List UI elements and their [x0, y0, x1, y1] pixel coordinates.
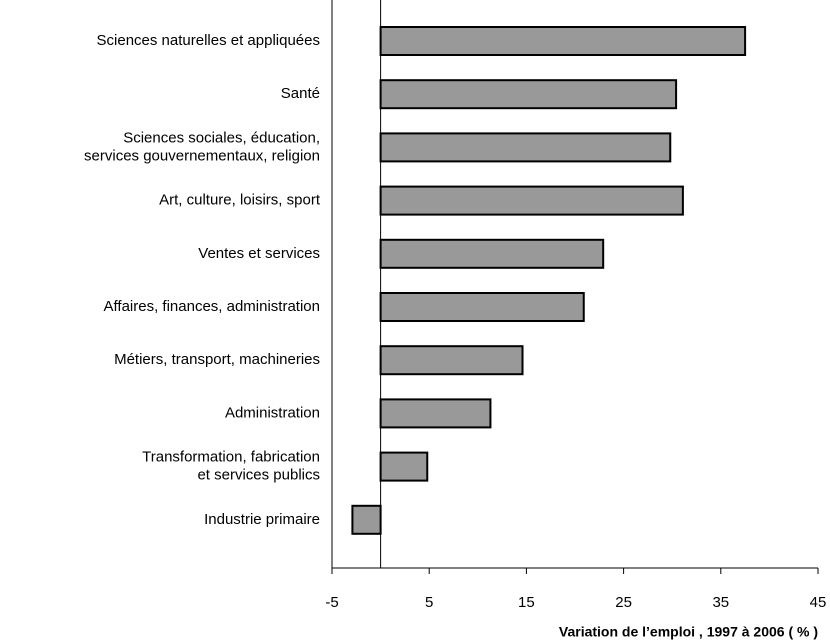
y-tick-label: Sciences naturelles et appliquées [97, 32, 320, 49]
x-tick-label: 25 [615, 594, 632, 611]
x-tick-label: 35 [712, 594, 729, 611]
y-tick-label: Art, culture, loisirs, sport [159, 192, 321, 209]
bar [379, 185, 684, 216]
bar [379, 79, 678, 110]
x-tick-label: -5 [325, 594, 338, 611]
y-tick-label: Santé [281, 85, 320, 102]
bar [351, 504, 382, 535]
y-tick-label: Affaires, finances, administration [104, 298, 321, 315]
y-tick-label: Transformation, fabrication et services p… [142, 449, 320, 484]
y-tick-label: Métiers, transport, machineries [114, 351, 320, 368]
bar [379, 345, 524, 376]
bar [379, 238, 605, 269]
y-tick-label: Sciences sociales, éducation, services go… [84, 129, 320, 164]
bar [379, 398, 492, 429]
y-tick-label: Industrie primaire [204, 511, 320, 528]
x-tick-label: 45 [810, 594, 827, 611]
x-tick-label: 5 [425, 594, 433, 611]
y-tick-label: Administration [225, 404, 320, 421]
bar [379, 451, 429, 482]
bar [379, 292, 585, 322]
x-tick-label: 15 [518, 594, 535, 611]
bar [379, 26, 747, 56]
y-tick-label: Ventes et services [198, 245, 320, 262]
bar [379, 132, 672, 163]
x-axis-label: Variation de l’emploi , 1997 à 2006 ( % … [559, 624, 818, 640]
